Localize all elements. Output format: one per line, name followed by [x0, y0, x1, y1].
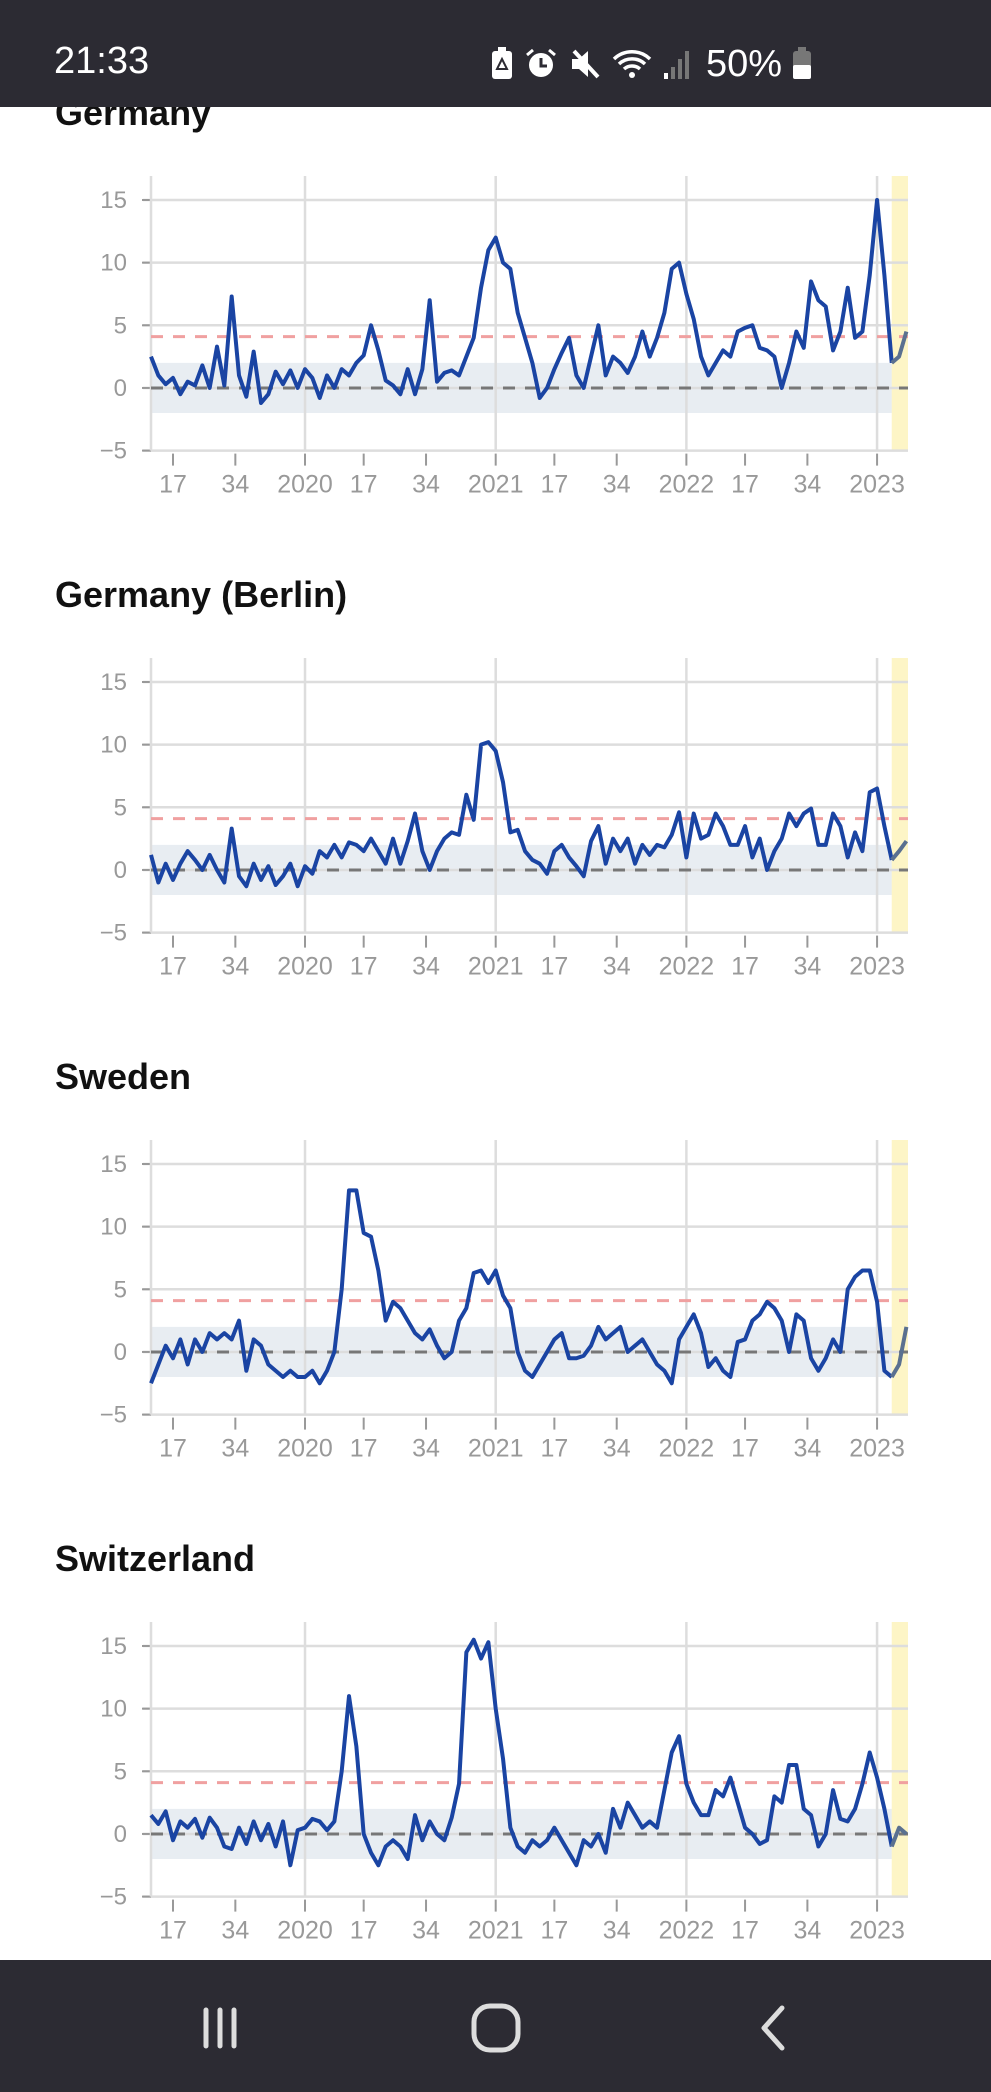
x-tick-label: 17 [350, 471, 378, 499]
y-tick-label: −5 [100, 1884, 127, 1911]
x-tick-label: 2022 [659, 1917, 715, 1945]
x-tick-label: 34 [793, 953, 821, 981]
y-tick-label: 5 [114, 1276, 127, 1303]
x-tick-label: 34 [221, 1435, 249, 1463]
y-tick-label: −5 [100, 1402, 127, 1429]
y-tick-label: 10 [100, 250, 127, 277]
line-chart: 15 10 5 0 −5 17 34 2020 17 34 2021 17 34 2022 17 34 2023 [100, 1140, 909, 1463]
x-tick-label: 2020 [277, 1917, 333, 1945]
back-icon[interactable] [744, 1998, 804, 2058]
highlight-region [891, 1622, 908, 1897]
y-tick-label: −5 [100, 920, 127, 947]
chart-panel: 15 10 5 0 −5 17 34 2020 17 34 2021 17 34 2022 17 34 2023… [0, 88, 991, 508]
y-tick-label: 10 [100, 1214, 127, 1241]
x-tick-label: 2021 [468, 1435, 524, 1463]
y-tick-label: 5 [114, 1758, 127, 1785]
y-tick-label: 5 [114, 794, 127, 821]
recent-apps-icon[interactable] [190, 1998, 250, 2058]
signal-icon [664, 51, 689, 79]
x-tick-label: 2021 [468, 471, 524, 499]
x-tick-label: 2021 [468, 953, 524, 981]
x-tick-label: 17 [731, 1917, 759, 1945]
series-line [149, 1637, 894, 1868]
chart-title: Switzerland [55, 1538, 256, 1579]
x-tick-label: 2023 [849, 471, 905, 499]
x-tick-label: 2022 [659, 953, 715, 981]
line-chart: 15 10 5 0 −5 17 34 2020 17 34 2021 17 34 2022 17 34 2023 [100, 176, 909, 499]
y-tick-label: 10 [100, 732, 127, 759]
status-bar: 21:33 50% [0, 0, 991, 107]
x-tick-label: 17 [159, 1917, 187, 1945]
x-tick-label: 34 [412, 471, 440, 499]
chart-panel: 15 10 5 0 −5 17 34 2020 17 34 2021 17 34 2022 17 34 2023… [0, 570, 991, 990]
x-tick-label: 17 [159, 1435, 187, 1463]
x-tick-label: 2022 [659, 471, 715, 499]
x-tick-label: 34 [603, 1917, 631, 1945]
x-tick-label: 34 [603, 953, 631, 981]
x-tick-label: 34 [221, 1917, 249, 1945]
x-tick-label: 34 [793, 1435, 821, 1463]
alarm-icon [526, 48, 556, 77]
navigation-bar [0, 1960, 991, 2092]
x-tick-label: 2022 [659, 1435, 715, 1463]
chart-panel: 15 10 5 0 −5 17 34 2020 17 34 2021 17 34 2022 17 34 2023… [0, 1052, 991, 1472]
home-icon[interactable] [466, 1998, 526, 2058]
x-tick-label: 17 [540, 1435, 568, 1463]
x-tick-label: 34 [412, 1435, 440, 1463]
x-tick-label: 34 [793, 471, 821, 499]
series-line [149, 198, 894, 405]
battery-saver-icon [492, 47, 512, 79]
y-tick-label: 0 [114, 375, 127, 402]
x-tick-label: 17 [540, 1917, 568, 1945]
x-tick-label: 17 [350, 1435, 378, 1463]
line-chart: 15 10 5 0 −5 17 34 2020 17 34 2021 17 34 2022 17 34 2023 [100, 658, 909, 981]
x-tick-label: 34 [412, 1917, 440, 1945]
x-tick-label: 2023 [849, 953, 905, 981]
y-tick-label: 15 [100, 669, 127, 696]
x-tick-label: 2020 [277, 1435, 333, 1463]
chart-title: Germany (Berlin) [55, 574, 348, 615]
x-tick-label: 17 [731, 1435, 759, 1463]
y-tick-label: 5 [114, 312, 127, 339]
y-tick-label: 0 [114, 1339, 127, 1366]
x-tick-label: 34 [793, 1917, 821, 1945]
series-line [149, 1188, 894, 1386]
x-tick-label: 17 [731, 953, 759, 981]
x-tick-label: 17 [540, 953, 568, 981]
highlight-region [891, 176, 908, 451]
x-tick-label: 2020 [277, 471, 333, 499]
chart-title: Sweden [55, 1056, 192, 1097]
x-tick-label: 2021 [468, 1917, 524, 1945]
x-tick-label: 34 [221, 471, 249, 499]
x-tick-label: 34 [221, 953, 249, 981]
status-time: 21:33 [54, 40, 150, 82]
x-tick-label: 2023 [849, 1917, 905, 1945]
battery-percent: 50% [706, 42, 783, 85]
mute-icon [572, 49, 600, 79]
x-tick-label: 34 [603, 1435, 631, 1463]
line-chart: 15 10 5 0 −5 17 34 2020 17 34 2021 17 34 2022 17 34 2023 [100, 1622, 908, 1945]
x-tick-label: 17 [350, 1917, 378, 1945]
y-tick-label: 15 [100, 187, 127, 214]
y-tick-label: 15 [100, 1151, 127, 1178]
chart-panel: 15 10 5 0 −5 17 34 2020 17 34 2021 17 34 2022 17 34 2023… [0, 1534, 991, 1954]
battery-icon [793, 47, 812, 79]
x-tick-label: 17 [540, 471, 568, 499]
y-tick-label: 15 [100, 1633, 127, 1660]
series-line [149, 740, 894, 889]
wifi-icon [612, 50, 652, 78]
x-tick-label: 2020 [277, 953, 333, 981]
x-tick-label: 17 [159, 953, 187, 981]
x-tick-label: 17 [731, 471, 759, 499]
x-tick-label: 17 [159, 471, 187, 499]
y-tick-label: 10 [100, 1696, 127, 1723]
x-tick-label: 2023 [849, 1435, 905, 1463]
highlight-region [891, 658, 908, 933]
y-tick-label: 0 [114, 857, 127, 884]
x-tick-label: 34 [603, 471, 631, 499]
x-tick-label: 34 [412, 953, 440, 981]
x-tick-label: 17 [350, 953, 378, 981]
y-tick-label: −5 [100, 438, 127, 465]
y-tick-label: 0 [114, 1821, 127, 1848]
